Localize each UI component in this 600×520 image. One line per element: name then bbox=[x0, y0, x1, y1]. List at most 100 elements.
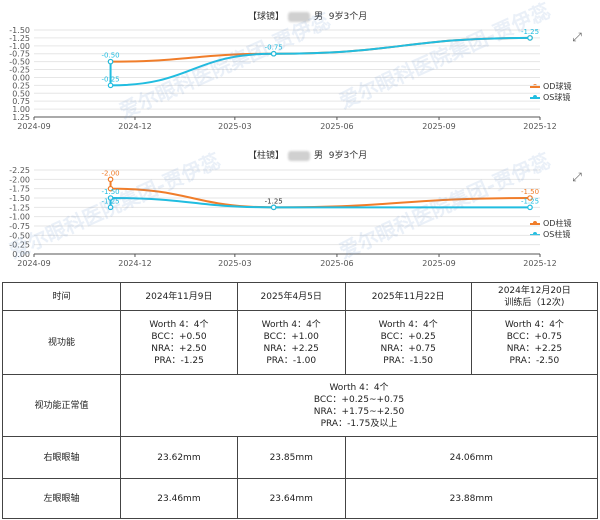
chart-title-label: 【柱镜】 bbox=[248, 151, 285, 161]
y-tick-label: -1.50 bbox=[9, 26, 30, 35]
cell-line: NRA：+2.25 bbox=[506, 343, 563, 354]
x-tick-label: 2025-09 bbox=[422, 259, 455, 268]
data-label: -1.50 bbox=[102, 188, 120, 196]
x-tick-label: 2025-06 bbox=[320, 122, 353, 131]
patient-age: 9岁3个月 bbox=[328, 151, 368, 161]
legend-swatch-od bbox=[530, 221, 540, 225]
y-tick-label: 0.25 bbox=[12, 81, 30, 90]
legend-item-os[interactable]: OS球镜 bbox=[530, 92, 571, 103]
legend-item-od[interactable]: OD柱镜 bbox=[530, 218, 571, 229]
vision-table: 时间 2024年11月9日 2025年4月5日 2025年11月22日 2024… bbox=[2, 282, 599, 519]
y-tick-label: -0.75 bbox=[9, 50, 30, 59]
header-time: 时间 bbox=[2, 282, 121, 311]
cell-line: Worth 4：4个 bbox=[504, 319, 564, 330]
x-tick-label: 2024-09 bbox=[17, 259, 50, 268]
training-note: 训练后（12次) bbox=[504, 297, 565, 308]
header-date: 2024年11月9日 bbox=[120, 282, 238, 311]
series-line bbox=[109, 179, 531, 209]
y-tick-label: -0.50 bbox=[9, 58, 30, 67]
y-tick-label: 0.00 bbox=[12, 250, 30, 259]
cell-line: NRA：+0.75 bbox=[380, 343, 436, 354]
x-tick-label: 2024-12 bbox=[118, 122, 151, 131]
legend-item-od[interactable]: OD球镜 bbox=[530, 81, 571, 92]
patient-name-redacted bbox=[288, 150, 311, 161]
patient-gender: 男 bbox=[314, 151, 324, 161]
data-label: -1.25 bbox=[102, 197, 120, 205]
cell-line: Worth 4：4个 bbox=[378, 319, 438, 330]
data-point bbox=[270, 50, 277, 57]
y-tick-label: -1.00 bbox=[9, 213, 30, 222]
cell-line: BCC：+0.75 bbox=[506, 331, 562, 342]
table-cell: Worth 4：4个 BCC：+0.50 NRA：+2.50 PRA：-1.25 bbox=[120, 310, 238, 375]
data-point bbox=[527, 35, 533, 41]
data-point bbox=[107, 58, 114, 65]
data-label: -0.50 bbox=[102, 52, 120, 60]
chart-title-label: 【球镜】 bbox=[248, 12, 285, 22]
legend-swatch-od bbox=[530, 84, 540, 88]
table-row-left-axial: 左眼眼轴 23.46mm 23.64mm 23.88mm bbox=[2, 478, 599, 519]
cell-line: PRA：-1.00 bbox=[266, 355, 317, 366]
table-cell: 23.46mm bbox=[120, 478, 238, 519]
cell-line: NRA：+1.75~+2.50 bbox=[313, 406, 405, 417]
table-header-row: 时间 2024年11月9日 2025年4月5日 2025年11月22日 2024… bbox=[2, 282, 599, 311]
x-tick-label: 2025-12 bbox=[523, 259, 556, 268]
legend-label: OS柱镜 bbox=[543, 230, 571, 239]
cell-line: Worth 4：4个 bbox=[149, 319, 209, 330]
y-tick-label: -0.25 bbox=[9, 66, 30, 75]
header-date: 2025年11月22日 bbox=[344, 282, 472, 311]
y-tick-label: 1.00 bbox=[12, 105, 30, 114]
legend-label: OS球镜 bbox=[543, 93, 571, 102]
header-date: 2025年4月5日 bbox=[236, 282, 346, 311]
y-tick-label: -0.50 bbox=[9, 231, 30, 240]
patient-age: 9岁3个月 bbox=[328, 12, 368, 22]
cell-line: PRA：-1.25 bbox=[154, 355, 204, 366]
x-tick-label: 2025-09 bbox=[422, 122, 455, 131]
row-label: 右眼眼轴 bbox=[2, 436, 121, 479]
x-tick-label: 2025-12 bbox=[523, 122, 556, 131]
series-line bbox=[110, 36, 531, 63]
y-tick-label: -1.25 bbox=[9, 34, 30, 43]
y-tick-label: -2.00 bbox=[9, 175, 30, 184]
x-tick-label: 2025-06 bbox=[320, 259, 353, 268]
cylinder-chart: -2.25-2.00-1.75-1.50-1.25-1.00-0.75-0.50… bbox=[9, 166, 556, 268]
cell-line: BCC：+0.25 bbox=[380, 331, 436, 342]
y-tick-label: -1.00 bbox=[9, 42, 30, 51]
cell-line: NRA：+2.25 bbox=[263, 343, 319, 354]
data-point bbox=[270, 204, 277, 211]
table-row-right-axial: 右眼眼轴 23.62mm 23.85mm 24.06mm bbox=[2, 436, 599, 479]
y-tick-label: 0.75 bbox=[12, 97, 30, 106]
legend-label: OD球镜 bbox=[543, 82, 572, 91]
cylinder-chart-panel: 【柱镜】男 9岁3个月 ⤢ OD柱镜 OS柱镜 -2.25 -2.00 -1.75-… bbox=[0, 140, 600, 282]
expand-icon[interactable]: ⤢ bbox=[572, 30, 582, 44]
sphere-chart-title: 【球镜】 男 9岁3个月 bbox=[248, 9, 367, 22]
x-tick-label: 2025-03 bbox=[218, 122, 251, 131]
table-cell: 23.85mm bbox=[236, 436, 346, 479]
legend-swatch-os bbox=[530, 232, 540, 236]
row-label: 视功能 bbox=[2, 310, 121, 375]
cell-line: BCC：+1.00 bbox=[263, 331, 319, 342]
data-point bbox=[107, 204, 114, 211]
patient-name-redacted bbox=[288, 11, 311, 22]
legend-item-os[interactable]: OS柱镜 bbox=[530, 229, 571, 240]
data-label: -0.25 bbox=[102, 75, 120, 83]
training-date: 2024年12月20日 bbox=[497, 285, 571, 296]
cell-line: NRA：+2.50 bbox=[151, 343, 207, 354]
expand-icon[interactable]: ⤢ bbox=[572, 170, 582, 184]
cell-line: PRA：-1.50 bbox=[383, 355, 434, 366]
table-cell: 23.62mm bbox=[120, 436, 238, 479]
table-cell: Worth 4：4个 BCC：+0.25~+0.75 NRA：+1.75~+2.… bbox=[120, 374, 598, 437]
sphere-chart-panel: 【球镜】男 9岁3个月 ⤢ OD球镜 OS球镜 -1.50 -1.25 -1.00-… bbox=[0, 0, 600, 140]
data-point bbox=[107, 82, 114, 89]
patient-gender: 男 bbox=[314, 12, 324, 22]
y-tick-label: 0.50 bbox=[12, 89, 30, 98]
y-tick-label: -2.25 bbox=[9, 166, 30, 175]
cylinder-chart-title: 【柱镜】 男 9岁3个月 bbox=[248, 148, 367, 161]
y-tick-label: -1.75 bbox=[9, 185, 30, 194]
table-row-visual-function: 视功能 Worth 4：4个 BCC：+0.50 NRA：+2.50 PRA：-… bbox=[2, 310, 599, 375]
y-tick-label: -1.50 bbox=[9, 194, 30, 203]
sphere-legend: OD球镜 OS球镜 bbox=[530, 81, 571, 103]
data-label: -1.25 bbox=[521, 28, 539, 36]
data-label: -1.50 bbox=[521, 188, 539, 196]
legend-label: OD柱镜 bbox=[543, 219, 572, 228]
row-label: 视功能正常值 bbox=[2, 374, 121, 437]
